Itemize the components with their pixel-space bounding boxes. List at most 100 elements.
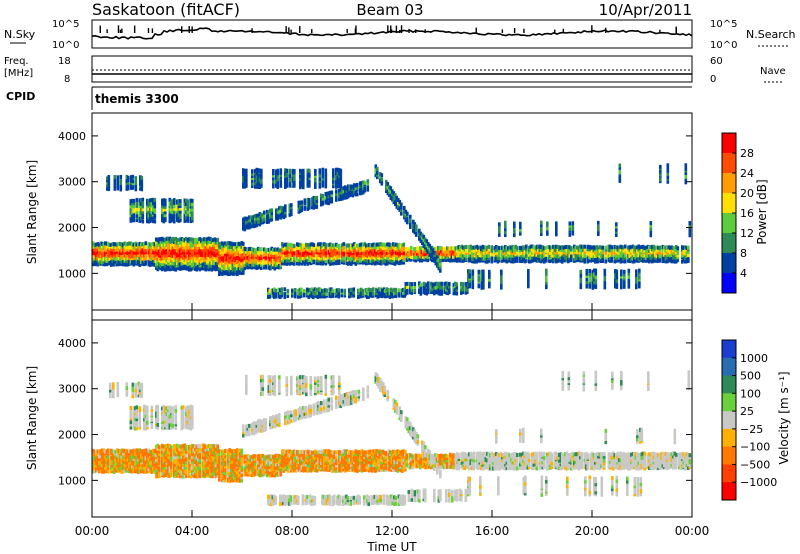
heatmap-cell xyxy=(367,291,371,296)
heatmap-cell xyxy=(276,250,280,255)
heatmap-cell xyxy=(392,250,395,255)
heatmap-cell xyxy=(404,285,408,290)
heatmap-cell xyxy=(669,256,672,261)
heatmap-cell xyxy=(191,204,194,209)
heatmap-cell xyxy=(158,457,161,462)
nsky-rtick-high: 10^5 xyxy=(710,19,737,30)
heatmap-cell xyxy=(141,209,145,214)
heatmap-cell xyxy=(652,258,656,263)
heatmap-cell xyxy=(135,218,139,223)
heatmap-cell xyxy=(186,262,190,267)
heatmap-cell xyxy=(95,467,98,472)
heatmap-cell xyxy=(381,260,385,265)
heatmap-cell xyxy=(99,451,103,456)
heatmap-cell xyxy=(168,209,172,214)
heatmap-cell xyxy=(614,280,617,285)
heatmap-cell xyxy=(203,237,206,242)
heatmap-cell xyxy=(467,272,470,277)
heatmap-cell xyxy=(167,446,170,451)
heatmap-cell xyxy=(472,248,476,253)
heatmap-cell xyxy=(98,254,101,259)
heatmap-cell xyxy=(401,253,404,258)
heatmap-cell xyxy=(365,250,368,255)
heatmap-cell xyxy=(523,246,527,251)
heatmap-cell xyxy=(128,449,131,454)
heatmap-cell xyxy=(351,291,354,296)
heatmap-cell xyxy=(195,253,199,258)
heatmap-cell xyxy=(361,292,365,297)
heatmap-cell xyxy=(92,244,95,249)
heatmap-cell xyxy=(430,251,433,256)
heatmap-cell xyxy=(383,246,386,251)
heatmap-cell xyxy=(393,252,397,257)
heatmap-cell xyxy=(105,460,109,465)
heatmap-cell xyxy=(347,194,350,199)
heatmap-cell xyxy=(460,244,464,249)
heatmap-cell xyxy=(306,287,309,292)
heatmap-cell xyxy=(306,201,310,206)
heatmap-cell xyxy=(666,171,670,176)
heatmap-cell xyxy=(424,240,427,245)
heatmap-cell xyxy=(213,253,217,258)
heatmap-cell xyxy=(332,243,335,248)
heatmap-cell xyxy=(164,248,167,253)
heatmap-cell xyxy=(126,245,130,250)
heatmap-cell xyxy=(185,251,188,256)
heatmap-cell xyxy=(383,259,386,264)
heatmap-cell xyxy=(267,213,271,218)
heatmap-cell xyxy=(555,221,558,226)
heatmap-cell xyxy=(528,245,531,250)
heatmap-cell xyxy=(131,454,134,459)
heatmap-cell xyxy=(431,287,435,292)
heatmap-cell xyxy=(104,465,107,470)
heatmap-cell xyxy=(135,197,139,202)
heatmap-cell xyxy=(263,217,266,222)
heatmap-cell xyxy=(92,251,95,256)
heatmap-cell xyxy=(260,183,263,188)
heatmap-cell xyxy=(267,209,271,214)
heatmap-cell xyxy=(134,180,138,185)
heatmap-cell xyxy=(276,168,280,173)
heatmap-cell xyxy=(164,447,167,452)
heatmap-cell xyxy=(303,205,307,210)
heatmap-cell xyxy=(96,244,100,249)
heatmap-cell xyxy=(583,247,587,252)
heatmap-cell xyxy=(547,244,551,249)
heatmap-cell xyxy=(649,229,653,234)
heatmap-cell xyxy=(335,179,338,184)
heatmap-cell xyxy=(257,168,260,173)
heatmap-cell xyxy=(194,266,197,271)
heatmap-cell xyxy=(467,282,470,287)
heatmap-cell xyxy=(161,256,164,261)
heatmap-cell xyxy=(630,256,633,261)
heatmap-cell xyxy=(513,223,516,228)
heatmap-cell xyxy=(312,198,316,203)
heatmap-cell xyxy=(131,464,134,469)
heatmap-cell xyxy=(111,247,115,252)
heatmap-cell xyxy=(570,246,573,251)
heatmap-cell xyxy=(164,198,167,203)
heatmap-cell xyxy=(460,253,464,258)
heatmap-cell xyxy=(179,209,182,214)
heatmap-cell xyxy=(132,204,136,209)
heatmap-cell xyxy=(655,248,659,253)
heatmap-cell xyxy=(130,185,133,190)
heatmap-cell xyxy=(155,259,158,264)
heatmap-cell xyxy=(164,459,167,464)
heatmap-cell xyxy=(638,268,641,273)
heatmap-cell xyxy=(206,237,209,242)
heatmap-cell xyxy=(682,246,686,251)
heatmap-cell xyxy=(96,457,100,462)
heatmap-cell xyxy=(189,259,193,264)
heatmap-cell xyxy=(537,253,540,258)
heatmap-cell xyxy=(272,184,275,189)
heatmap-cell xyxy=(351,186,355,191)
heatmap-cell xyxy=(293,177,296,182)
heatmap-cell xyxy=(272,258,275,263)
heatmap-cell xyxy=(344,188,347,193)
heatmap-cell xyxy=(582,244,585,249)
heatmap-cell xyxy=(472,245,476,250)
heatmap-cell xyxy=(248,246,251,251)
heatmap-cell xyxy=(623,279,626,284)
heatmap-cell xyxy=(242,252,245,257)
